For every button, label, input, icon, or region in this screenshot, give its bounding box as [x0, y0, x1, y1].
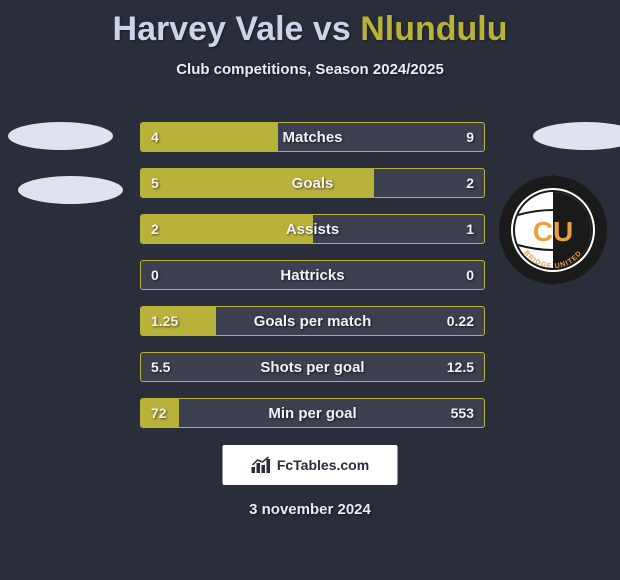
vs-text: vs	[313, 10, 351, 48]
stat-row: 4Matches9	[140, 122, 485, 152]
stat-value-right: 0.22	[437, 307, 484, 335]
player2-name: Nlundulu	[360, 10, 507, 48]
stat-label: Matches	[141, 123, 484, 151]
stat-row: 5.5Shots per goal12.5	[140, 352, 485, 382]
stat-row: 5Goals2	[140, 168, 485, 198]
comparison-title: Harvey Vale vs Nlundulu	[0, 0, 620, 49]
stat-value-right: 12.5	[437, 353, 484, 381]
player1-name: Harvey Vale	[113, 10, 304, 48]
stat-value-right: 553	[441, 399, 484, 427]
stat-value-right: 1	[456, 215, 484, 243]
stat-value-right: 0	[456, 261, 484, 289]
stat-row: 1.25Goals per match0.22	[140, 306, 485, 336]
brand-text: FcTables.com	[277, 457, 369, 473]
brand-badge: FcTables.com	[223, 445, 398, 485]
right-club-placeholder-1	[533, 122, 620, 150]
stat-row: 0Hattricks0	[140, 260, 485, 290]
chart-icon	[251, 456, 271, 474]
stat-value-right: 2	[456, 169, 484, 197]
stats-bars: 4Matches95Goals22Assists10Hattricks01.25…	[140, 122, 485, 444]
svg-text:CU: CU	[533, 216, 573, 247]
left-club-placeholder-1	[8, 122, 113, 150]
subtitle: Club competitions, Season 2024/2025	[0, 61, 620, 78]
stat-label: Goals per match	[141, 307, 484, 335]
stat-row: 72Min per goal553	[140, 398, 485, 428]
stat-label: Goals	[141, 169, 484, 197]
date-text: 3 november 2024	[0, 501, 620, 518]
stat-label: Assists	[141, 215, 484, 243]
stat-label: Min per goal	[141, 399, 484, 427]
stat-label: Hattricks	[141, 261, 484, 289]
left-club-placeholder-2	[18, 176, 123, 204]
stat-label: Shots per goal	[141, 353, 484, 381]
stat-row: 2Assists1	[140, 214, 485, 244]
club-badge: CU BRIDGE UNITED	[498, 175, 608, 285]
stat-value-right: 9	[456, 123, 484, 151]
